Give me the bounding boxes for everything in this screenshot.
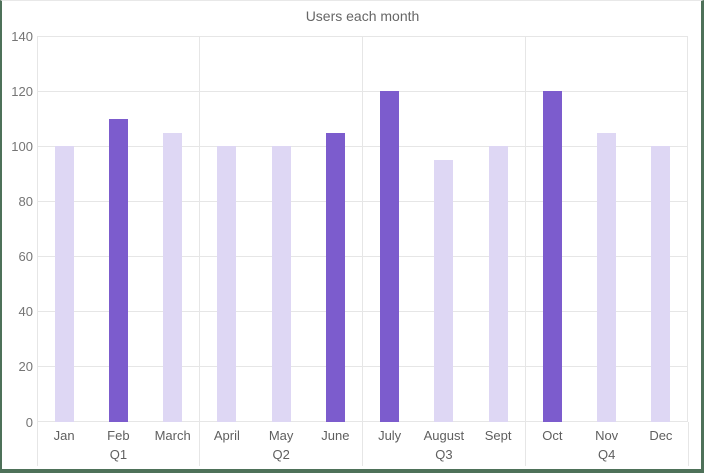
bar-march [163, 132, 183, 422]
bar-jan [54, 146, 74, 422]
y-axis-tick-label: 100 [11, 138, 33, 154]
y-axis-tick-label: 60 [18, 249, 33, 265]
quarter-separator [524, 36, 526, 466]
bar-nov [597, 132, 617, 422]
month-label: April [213, 428, 240, 443]
quarter-separator [687, 422, 689, 466]
month-label: May [268, 428, 294, 443]
month-label: Dec [649, 428, 673, 443]
bar-august [434, 160, 454, 422]
quarter-label: Q1 [109, 447, 128, 462]
month-label: Nov [595, 428, 619, 443]
bar-may [271, 146, 291, 422]
month-label: July [378, 428, 402, 443]
quarter-separator [36, 422, 38, 466]
month-label: March [154, 428, 191, 443]
y-axis-tick-label: 0 [25, 414, 33, 430]
y-axis-tick-label: 80 [18, 193, 33, 209]
month-label: Oct [542, 428, 563, 443]
bar-dec [651, 146, 671, 422]
y-axis-tick-label: 120 [11, 83, 33, 99]
y-axis-tick-label: 40 [18, 304, 33, 320]
quarter-label: Q3 [435, 447, 453, 462]
month-label: June [321, 428, 350, 443]
bar-july [380, 91, 400, 422]
bar-sept [488, 146, 508, 422]
month-label: August [423, 428, 465, 443]
bar-april [217, 146, 237, 422]
month-label: Sept [484, 428, 512, 443]
month-label: Feb [107, 428, 130, 443]
bar-feb [108, 118, 128, 422]
quarter-separator [199, 36, 201, 466]
y-axis-tick-label: 20 [18, 359, 33, 375]
quarter-label: Q4 [597, 447, 616, 462]
month-label: Jan [53, 428, 75, 443]
bar-june [325, 132, 345, 422]
y-axis-tick-label: 140 [11, 28, 33, 44]
chart-title: Users each month [305, 8, 420, 24]
bar-oct [542, 91, 562, 422]
quarter-label: Q2 [272, 447, 290, 462]
quarter-separator [362, 36, 363, 466]
